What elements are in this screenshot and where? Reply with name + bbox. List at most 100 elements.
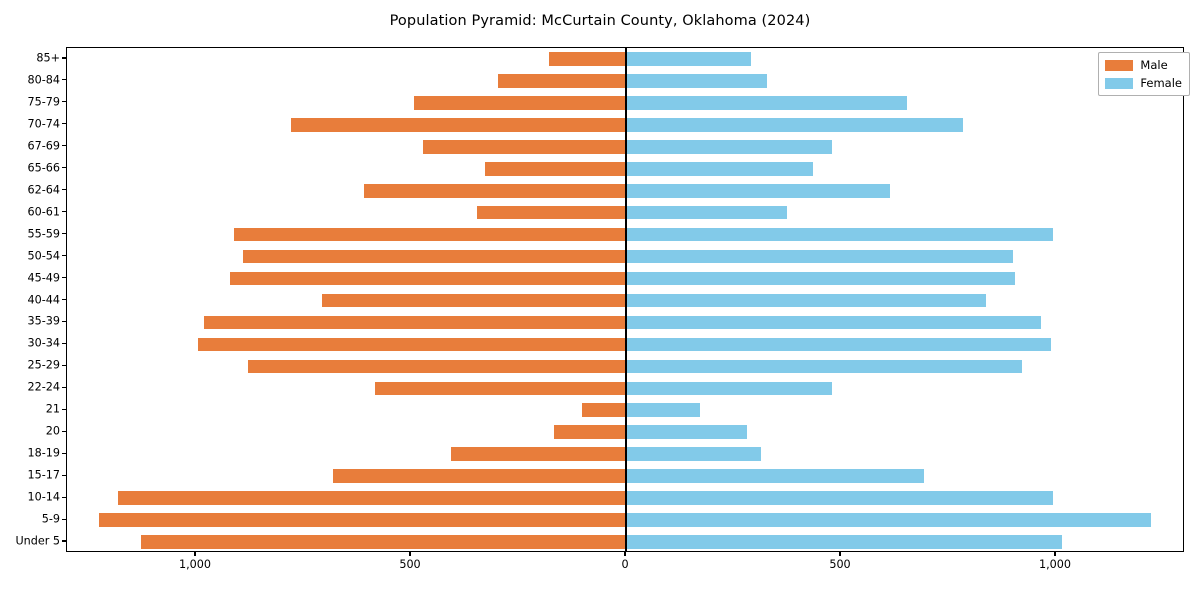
x-axis-tick-mark	[624, 552, 626, 556]
bar-row	[67, 403, 1183, 418]
y-axis-tick-mark	[62, 79, 66, 81]
bar-row	[67, 337, 1183, 352]
bar-male	[140, 535, 626, 549]
bar-male	[375, 381, 626, 396]
bar-row	[67, 271, 1183, 286]
x-axis-tick-mark	[839, 552, 841, 556]
x-axis-tick-label: 500	[399, 558, 421, 571]
bar-female	[626, 381, 833, 396]
legend-entry-female[interactable]: Female	[1105, 76, 1182, 90]
bar-male	[322, 293, 626, 308]
bar-female	[626, 139, 832, 154]
bar-female	[626, 52, 751, 66]
y-axis-tick-marks	[62, 47, 66, 552]
bar-female	[626, 293, 987, 308]
bar-female	[626, 535, 1062, 549]
y-axis-tick-mark	[62, 408, 66, 410]
bar-row	[67, 359, 1183, 374]
bar-male	[477, 205, 626, 220]
bar-female	[626, 447, 762, 461]
bar-row	[67, 205, 1183, 220]
bar-row	[67, 535, 1183, 549]
x-axis-tick-label: 1,000	[1038, 558, 1072, 571]
x-axis-tick-label: 0	[621, 558, 629, 571]
y-axis-tick-mark	[62, 320, 66, 322]
zero-axis-line	[625, 48, 627, 551]
bar-male	[229, 271, 626, 286]
x-axis-tick-mark	[1054, 552, 1056, 556]
y-axis-tick-label: 75-79	[27, 95, 60, 109]
y-axis-tick-label: 15-17	[27, 468, 60, 482]
legend-entry-male[interactable]: Male	[1105, 58, 1182, 72]
bar-female	[626, 249, 1013, 264]
y-axis-tick-label: 30-34	[27, 336, 60, 350]
y-axis-tick-labels: 85+ 80-84 75-79 70-74 67-69 65-66 62-64 60-61 55…	[0, 47, 60, 552]
bar-row	[67, 425, 1183, 440]
bar-row	[67, 447, 1183, 461]
y-axis-tick-label: 80-84	[27, 73, 60, 87]
bar-row	[67, 513, 1183, 527]
x-axis-tick-marks	[66, 552, 1184, 556]
bar-female	[626, 469, 925, 483]
y-axis-tick-label: 5-9	[41, 512, 60, 526]
legend-label-male: Male	[1140, 58, 1168, 72]
x-axis-tick-label: 1,000	[178, 558, 212, 571]
bar-row	[67, 139, 1183, 154]
y-axis-tick-mark	[62, 386, 66, 388]
bar-row	[67, 293, 1183, 308]
bar-row	[67, 315, 1183, 330]
y-axis-tick-mark	[62, 342, 66, 344]
bar-male	[422, 139, 626, 154]
bar-female	[626, 337, 1052, 352]
bar-male	[197, 337, 626, 352]
bar-female	[626, 513, 1152, 527]
y-axis-tick-mark	[62, 496, 66, 498]
y-axis-tick-mark	[62, 145, 66, 147]
bar-female	[626, 425, 747, 440]
bar-male	[233, 227, 626, 242]
y-axis-tick-label: 65-66	[27, 161, 60, 175]
bar-row	[67, 249, 1183, 264]
y-axis-tick-label: 62-64	[27, 183, 60, 197]
y-axis-tick-label: 40-44	[27, 293, 60, 306]
x-axis-tick-mark	[409, 552, 411, 556]
bar-female	[626, 96, 907, 110]
y-axis-tick-mark	[62, 233, 66, 235]
bar-male	[414, 96, 626, 110]
bar-female	[626, 183, 891, 198]
bar-row	[67, 161, 1183, 176]
bars-layer	[67, 48, 1183, 551]
y-axis-tick-label: 55-59	[27, 227, 60, 241]
bar-female	[626, 271, 1016, 286]
bar-male	[203, 315, 626, 330]
bar-male	[242, 249, 626, 264]
y-axis-tick-label: 50-54	[27, 249, 60, 263]
y-axis-tick-label: 21	[45, 402, 60, 416]
y-axis-tick-label: 45-49	[27, 271, 60, 285]
y-axis-tick-mark	[62, 518, 66, 520]
bar-male	[581, 403, 626, 418]
bar-male	[248, 359, 626, 374]
y-axis-tick-mark	[62, 452, 66, 454]
bar-female	[626, 491, 1053, 505]
bar-female	[626, 359, 1023, 374]
bar-female	[626, 161, 813, 176]
y-axis-tick-label: 85+	[36, 51, 60, 65]
bar-male	[291, 118, 626, 132]
bar-male	[363, 183, 626, 198]
bar-male	[451, 447, 626, 461]
x-axis-tick-mark	[194, 552, 196, 556]
y-axis-tick-label: 10-14	[27, 490, 60, 504]
bar-male	[484, 161, 626, 176]
y-axis-tick-label: 25-29	[27, 358, 60, 372]
bar-male	[553, 425, 626, 440]
y-axis-tick-mark	[62, 167, 66, 169]
y-axis-tick-mark	[62, 211, 66, 213]
chart-legend[interactable]: Male Female	[1098, 52, 1190, 96]
y-axis-tick-mark	[62, 123, 66, 125]
x-axis-tick-labels: 1,000 500 0 500 1,000	[66, 558, 1184, 578]
y-axis-tick-mark	[62, 276, 66, 279]
chart-title: Population Pyramid: McCurtain County, Ok…	[389, 13, 811, 29]
y-axis-tick-mark	[62, 57, 66, 59]
